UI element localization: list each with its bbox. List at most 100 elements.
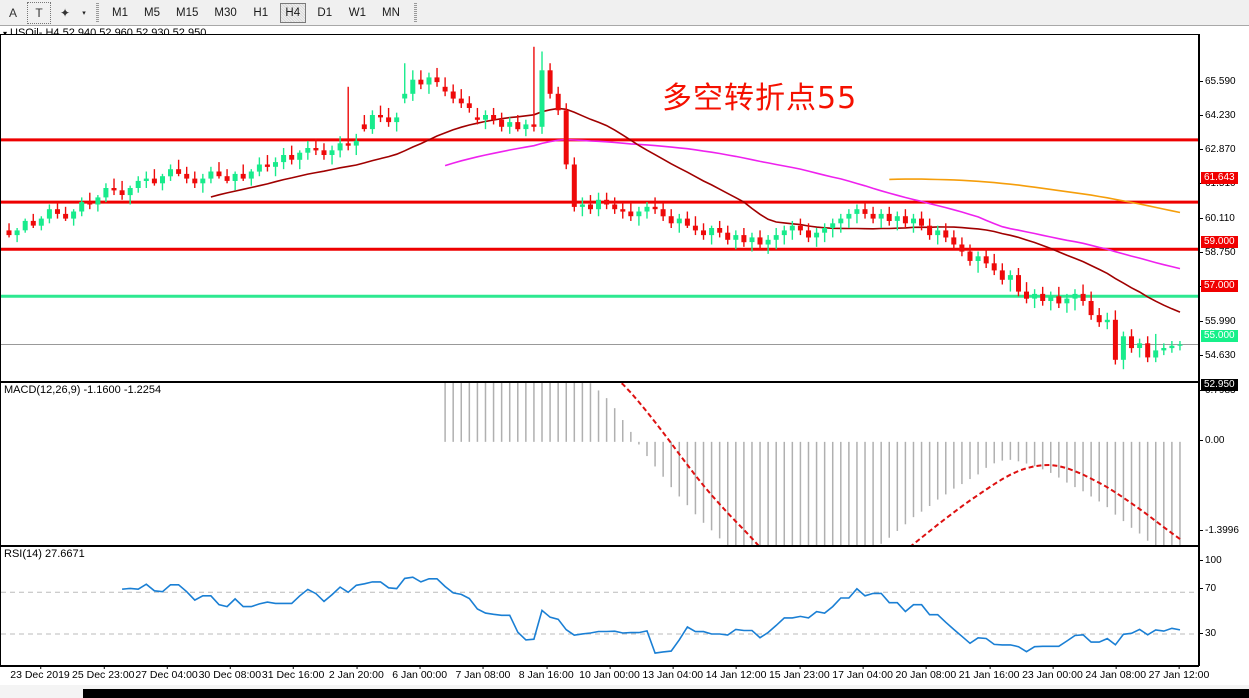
candle-body xyxy=(660,209,666,217)
candle-body xyxy=(620,209,626,212)
objects-tool-icon[interactable]: ✦ xyxy=(59,5,71,20)
macd-plot xyxy=(444,383,1181,545)
candle-body xyxy=(418,79,424,85)
candle-body xyxy=(345,143,351,146)
candle-body xyxy=(95,197,101,205)
time-axis-label: 20 Jan 08:00 xyxy=(895,666,957,681)
candle-body xyxy=(652,206,658,210)
candle-body xyxy=(491,115,497,120)
candle-body xyxy=(168,169,173,177)
candle-body xyxy=(999,270,1005,280)
timeframe-mn[interactable]: MN xyxy=(382,6,400,19)
candle-body xyxy=(79,202,85,212)
timeframe-m30[interactable]: M30 xyxy=(214,6,237,19)
time-axis-label: 8 Jan 16:00 xyxy=(518,666,574,681)
resistance-badge-61643: 61.643 xyxy=(1201,172,1238,184)
ma-slow-line xyxy=(889,178,1181,214)
candle-body xyxy=(571,164,577,207)
candle-body xyxy=(733,235,739,240)
rsi-axis[interactable]: 100 70 30 xyxy=(1199,546,1249,666)
resistance-badge-59000: 59.000 xyxy=(1201,236,1238,248)
candle-body xyxy=(1112,319,1118,360)
candle-body xyxy=(1096,315,1102,323)
candle-body xyxy=(854,209,860,214)
candle-body xyxy=(523,124,529,130)
candle-body xyxy=(563,110,569,165)
candle-body xyxy=(256,164,262,172)
candle-body xyxy=(434,77,440,83)
candle-body xyxy=(127,188,133,196)
candle-body xyxy=(14,230,20,236)
candle-body xyxy=(240,173,246,179)
text-tool-icon[interactable]: A xyxy=(8,5,17,20)
candle-body xyxy=(6,230,12,236)
candle-body xyxy=(216,171,222,177)
macd-pane[interactable]: MACD(12,26,9) -1.1600 -1.2254 xyxy=(0,382,1199,546)
candle-body xyxy=(684,218,690,226)
timeframe-m5[interactable]: M5 xyxy=(144,6,160,19)
rsi-axis-tick: 100 xyxy=(1200,555,1249,566)
collapse-icon[interactable]: ▾ xyxy=(3,28,8,38)
support-badge-55000: 55.000 xyxy=(1201,330,1238,342)
candle-body xyxy=(765,239,771,245)
candle-body xyxy=(410,79,416,94)
candle-body xyxy=(579,204,585,207)
rsi-label: RSI(14) 27.6671 xyxy=(4,548,85,560)
time-axis-label: 10 Jan 00:00 xyxy=(579,666,640,681)
candle-body xyxy=(143,178,149,181)
label-tool-icon[interactable]: T xyxy=(27,1,51,24)
candle-body xyxy=(369,115,375,130)
macd-axis[interactable]: 0.79830.00-1.3996 xyxy=(1199,382,1249,546)
candle-body xyxy=(111,188,117,191)
candle-body xyxy=(1016,275,1021,292)
price-axis-tick: 64.230 xyxy=(1200,110,1249,121)
candle-body xyxy=(1024,291,1029,299)
candle-body xyxy=(458,98,464,104)
timeframe-h1[interactable]: H1 xyxy=(253,6,269,19)
candle-body xyxy=(466,103,472,108)
status-bar xyxy=(0,684,1249,698)
time-axis-label: 14 Jan 12:00 xyxy=(705,666,767,681)
candle-body xyxy=(628,211,634,217)
time-axis-label: 17 Jan 04:00 xyxy=(832,666,893,681)
time-axis-label: 23 Dec 2019 xyxy=(10,666,70,681)
candle-body xyxy=(1145,343,1151,358)
price-axis-tick: 62.870 xyxy=(1200,144,1249,155)
timeframe-m15[interactable]: M15 xyxy=(176,6,199,19)
chart-annotation-text: 多空转折点55 xyxy=(662,81,858,116)
time-axis[interactable]: 23 Dec 2019 25 Dec 23:00 27 Dec 04:00 30 De… xyxy=(0,666,1209,684)
timeframe-w1[interactable]: W1 xyxy=(348,6,366,19)
rsi-line xyxy=(122,576,1181,654)
candle-body xyxy=(264,164,270,167)
candle-body xyxy=(507,122,513,127)
candle-body xyxy=(305,148,311,153)
candle-body xyxy=(773,235,779,240)
candle-body xyxy=(1080,293,1086,301)
scrollbar-track[interactable] xyxy=(83,689,1249,698)
candle-body xyxy=(967,251,973,261)
chevron-down-icon[interactable]: ▾ xyxy=(82,9,86,17)
toolbar-grip-end[interactable] xyxy=(411,2,419,24)
timeframe-h4[interactable]: H4 xyxy=(279,2,306,23)
price-chart-pane[interactable] xyxy=(0,34,1199,382)
candle-body xyxy=(547,70,553,94)
candle-body xyxy=(806,230,811,238)
candle-body xyxy=(935,230,941,236)
price-axis-tick: 65.590 xyxy=(1200,76,1249,87)
rsi-pane[interactable]: RSI(14) 27.6671 xyxy=(0,546,1199,666)
candle-body xyxy=(289,155,295,160)
toolbar-grip[interactable] xyxy=(93,2,101,24)
candle-body xyxy=(30,220,36,226)
candle-body xyxy=(862,209,868,214)
candle-body xyxy=(208,171,214,179)
timeframe-m1[interactable]: M1 xyxy=(112,6,128,19)
timeframe-d1[interactable]: D1 xyxy=(317,6,333,19)
candle-body xyxy=(103,188,109,198)
candle-body xyxy=(846,213,852,219)
candle-body xyxy=(838,218,844,224)
candle-body xyxy=(119,190,125,195)
time-axis-label: 21 Jan 16:00 xyxy=(958,666,1020,681)
candle-body xyxy=(151,178,157,184)
price-axis[interactable]: 65.59064.23062.87061.51060.11058.75057.3… xyxy=(1199,34,1249,429)
